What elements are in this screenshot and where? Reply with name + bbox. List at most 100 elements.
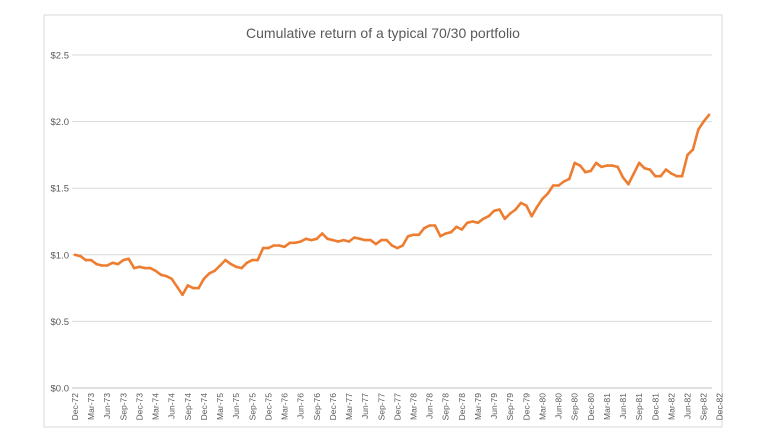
data-point <box>89 258 93 262</box>
data-point <box>138 265 141 269</box>
x-tick-label: Dec-78 <box>457 393 467 421</box>
x-tick-label: Mar-79 <box>473 393 483 420</box>
data-point <box>288 241 292 245</box>
data-point <box>417 233 421 237</box>
data-point <box>541 197 544 201</box>
x-tick-label: Sep-76 <box>312 393 322 421</box>
data-point <box>498 208 501 211</box>
data-point <box>508 212 512 215</box>
x-tick-label: Dec-74 <box>199 393 209 421</box>
data-point <box>406 234 410 238</box>
data-point <box>589 169 593 173</box>
x-tick-label: Jun-79 <box>489 393 499 419</box>
x-tick-label: Sep-80 <box>570 393 580 421</box>
data-point <box>213 269 216 273</box>
y-tick-label: $1.5 <box>51 184 70 195</box>
data-point <box>611 164 614 167</box>
data-point <box>122 258 125 262</box>
data-point <box>251 258 254 262</box>
data-point <box>79 254 82 258</box>
data-point <box>514 208 517 211</box>
y-tick-label: $0.0 <box>51 384 70 395</box>
data-point <box>659 174 662 178</box>
data-point <box>664 168 668 171</box>
data-point <box>148 266 152 270</box>
x-tick-label: Mar-80 <box>537 393 547 420</box>
data-point <box>202 277 206 281</box>
data-point <box>240 266 243 270</box>
data-point <box>487 214 491 218</box>
x-tick-label: Dec-77 <box>392 393 402 421</box>
data-point <box>680 174 684 178</box>
x-tick-label: Dec-79 <box>521 393 531 421</box>
x-tick-label: Jun-77 <box>360 393 370 419</box>
data-point <box>460 228 464 231</box>
data-point <box>342 238 345 242</box>
data-point <box>224 258 227 262</box>
data-point <box>154 269 157 273</box>
data-point <box>326 237 329 241</box>
x-tick-label: Sep-77 <box>376 393 386 421</box>
x-tick-label: Jun-74 <box>167 393 177 419</box>
data-point <box>627 182 630 186</box>
x-tick-label: Mar-78 <box>408 393 418 420</box>
data-point <box>234 265 238 269</box>
data-point <box>632 172 636 175</box>
data-point <box>621 176 625 179</box>
data-point <box>186 284 190 287</box>
data-point <box>449 230 453 234</box>
data-point <box>380 238 383 242</box>
x-tick-label: Jun-75 <box>231 393 241 419</box>
data-point <box>191 286 195 290</box>
x-tick-label: Mar-73 <box>86 393 96 420</box>
x-tick-label: Mar-82 <box>666 393 676 420</box>
x-tick-label: Dec-80 <box>586 393 596 421</box>
data-point <box>170 277 173 281</box>
data-point <box>208 272 211 275</box>
x-tick-label: Sep-73 <box>118 393 128 421</box>
x-tick-label: Dec-76 <box>328 393 338 421</box>
data-point <box>299 240 303 243</box>
data-point <box>670 172 673 175</box>
x-tick-label: Dec-72 <box>70 393 80 421</box>
data-point <box>358 237 362 241</box>
x-tick-label: Dec-73 <box>134 393 144 421</box>
data-point <box>600 165 603 169</box>
data-point <box>412 233 415 237</box>
series-line <box>73 113 711 297</box>
data-point <box>165 274 168 278</box>
data-point <box>353 236 356 239</box>
chart-title: Cumulative return of a typical 70/30 por… <box>246 25 520 41</box>
data-point <box>374 242 378 246</box>
x-tick-label: Mar-81 <box>602 393 612 420</box>
data-point <box>643 166 646 170</box>
x-tick-label: Jun-73 <box>102 393 112 419</box>
data-point <box>277 244 281 247</box>
data-point <box>396 246 399 250</box>
data-point <box>143 266 147 270</box>
data-point <box>245 261 249 265</box>
data-point <box>175 285 179 289</box>
data-point <box>320 232 324 235</box>
data-point <box>686 153 689 157</box>
data-point <box>256 258 260 262</box>
x-tick-label: Sep-74 <box>183 393 193 421</box>
data-point <box>525 204 528 207</box>
data-point <box>691 148 695 151</box>
x-tick-label: Sep-78 <box>441 393 451 421</box>
data-point <box>616 165 619 169</box>
data-point <box>465 221 469 225</box>
data-point <box>218 264 222 267</box>
data-point <box>283 245 286 249</box>
data-point <box>573 161 576 165</box>
y-tick-label: $0.5 <box>51 317 70 328</box>
data-point <box>229 262 233 266</box>
data-point <box>331 238 335 242</box>
data-point <box>551 184 555 187</box>
x-tick-label: Mar-77 <box>344 393 354 420</box>
data-point <box>455 225 458 229</box>
x-tick-label: Mar-74 <box>151 393 161 420</box>
data-point <box>492 209 496 213</box>
data-point <box>707 113 711 117</box>
